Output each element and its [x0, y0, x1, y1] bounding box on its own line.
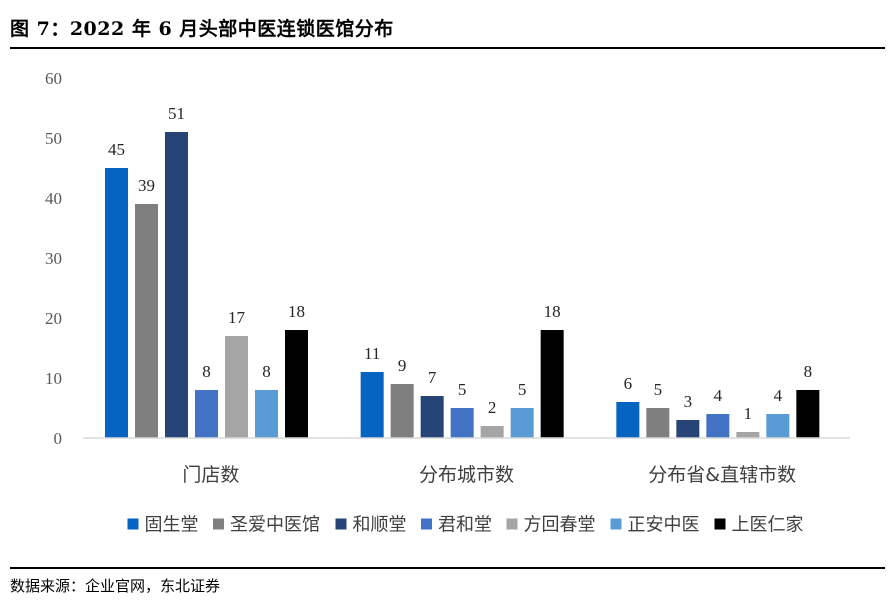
y-tick-label: 30 — [45, 249, 62, 268]
y-tick-label: 40 — [45, 189, 62, 208]
legend-label: 上医仁家 — [732, 515, 804, 536]
bar — [360, 372, 384, 438]
data-label: 7 — [428, 368, 437, 387]
category-label: 分布城市数 — [419, 464, 514, 486]
category-label: 门店数 — [182, 464, 239, 486]
bar — [255, 390, 278, 438]
legend-label: 圣爱中医馆 — [230, 515, 320, 536]
bar — [165, 132, 188, 438]
data-label: 18 — [288, 302, 305, 321]
y-tick-label: 10 — [45, 369, 62, 388]
bar — [480, 426, 504, 438]
data-label: 8 — [262, 362, 271, 381]
data-label: 5 — [518, 380, 527, 399]
legend-swatch — [714, 518, 726, 530]
data-label: 4 — [714, 386, 723, 405]
data-label: 6 — [624, 374, 633, 393]
data-label: 1 — [744, 404, 753, 423]
data-label: 18 — [544, 302, 561, 321]
data-label: 8 — [202, 362, 211, 381]
legend-label: 和顺堂 — [353, 515, 407, 536]
legend-swatch — [506, 518, 518, 530]
legend-swatch — [610, 518, 622, 530]
data-label: 17 — [228, 308, 246, 327]
source-note: 数据来源：企业官网，东北证券 — [10, 577, 221, 595]
source-rule — [10, 567, 885, 569]
legend-swatch — [421, 518, 432, 530]
figure-title: 图 7：2022 年 6 月头部中医连锁医馆分布 — [10, 18, 394, 40]
legend-label: 固生堂 — [145, 515, 199, 536]
bar — [676, 420, 700, 438]
title-rule — [10, 47, 885, 49]
bar — [225, 336, 248, 438]
bar — [195, 390, 218, 438]
legend: 固生堂 圣爱中医馆 和顺堂 君和堂 方回春堂 正安中医 上医仁家 — [127, 515, 804, 536]
data-label: 39 — [138, 176, 155, 195]
bar — [766, 414, 790, 438]
y-axis: 0 10 20 30 40 50 60 — [45, 69, 62, 448]
bar — [135, 204, 158, 438]
bar — [796, 390, 820, 438]
y-tick-label: 0 — [54, 429, 63, 448]
data-label: 11 — [364, 344, 380, 363]
bar — [510, 408, 534, 438]
category-label: 分布省&直辖市数 — [648, 464, 796, 486]
data-label: 51 — [168, 104, 185, 123]
legend-label: 方回春堂 — [524, 515, 596, 536]
data-label: 2 — [488, 398, 497, 417]
bar — [646, 408, 670, 438]
legend-label: 正安中医 — [628, 515, 700, 536]
bar — [105, 168, 128, 438]
data-label: 45 — [108, 140, 125, 159]
data-label: 5 — [458, 380, 467, 399]
legend-swatch — [127, 518, 139, 530]
data-label: 9 — [398, 356, 407, 375]
y-tick-label: 50 — [45, 129, 62, 148]
legend-swatch — [335, 518, 347, 530]
bar — [736, 432, 760, 438]
x-axis: 门店数 分布城市数 分布省&直辖市数 — [83, 437, 850, 486]
y-tick-label: 60 — [45, 69, 62, 88]
data-label: 3 — [684, 392, 693, 411]
bar — [285, 330, 308, 438]
data-label: 8 — [804, 362, 813, 381]
y-tick-label: 20 — [45, 309, 62, 328]
data-label: 4 — [774, 386, 783, 405]
bar — [420, 396, 444, 438]
legend-swatch — [213, 518, 224, 530]
legend-label: 君和堂 — [438, 515, 492, 536]
bar — [706, 414, 730, 438]
bar — [390, 384, 414, 438]
bar — [540, 330, 564, 438]
data-label: 5 — [654, 380, 663, 399]
bar — [450, 408, 474, 438]
bar — [616, 402, 640, 438]
